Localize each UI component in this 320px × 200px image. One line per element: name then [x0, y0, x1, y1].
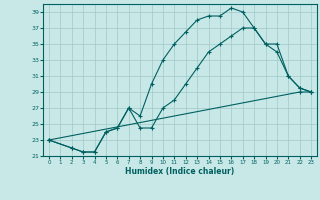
X-axis label: Humidex (Indice chaleur): Humidex (Indice chaleur): [125, 167, 235, 176]
